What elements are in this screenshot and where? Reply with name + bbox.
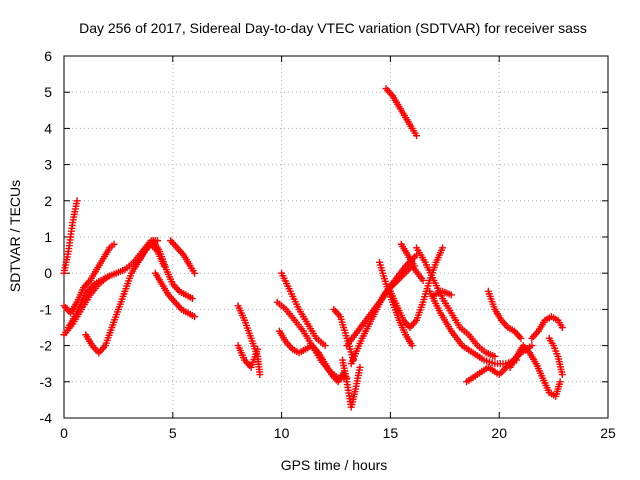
series-s15 (339, 356, 364, 411)
x-tick-labels: 0 5 10 15 20 25 (60, 425, 616, 441)
data-point (413, 132, 421, 140)
series-s26 (484, 287, 525, 342)
data-point (256, 371, 264, 379)
series-s6 (136, 237, 196, 303)
data-point (528, 342, 536, 350)
data-point (517, 334, 525, 342)
data-point (408, 342, 416, 350)
x-tick-label: 10 (274, 425, 290, 441)
y-tick-label: 0 (44, 265, 52, 281)
data-point (558, 324, 566, 331)
x-tick-label: 25 (600, 425, 616, 441)
data-point (356, 363, 364, 371)
x-axis-label: GPS time / hours (281, 457, 388, 473)
y-tick-label: 4 (44, 120, 52, 136)
series-s13 (278, 269, 329, 350)
series-s17 (347, 251, 421, 368)
data-point (491, 352, 499, 360)
y-tick-label: -1 (40, 301, 53, 317)
series-s22 (413, 244, 499, 360)
chart-title: Day 256 of 2017, Sidereal Day-to-day VTE… (79, 20, 587, 36)
y-tick-label: -4 (40, 410, 53, 426)
data-point (410, 262, 418, 270)
data-point (191, 313, 199, 321)
series-s2 (60, 240, 118, 317)
series-s29 (545, 334, 566, 379)
data-points (60, 85, 566, 411)
axis-ticks (63, 55, 609, 419)
x-tick-label: 15 (383, 425, 399, 441)
x-tick-label: 0 (60, 425, 68, 441)
data-point (104, 273, 112, 281)
y-tick-label: 5 (44, 84, 52, 100)
series-s27 (506, 342, 564, 400)
x-tick-label: 20 (491, 425, 507, 441)
series-s10 (234, 342, 262, 371)
series-s8 (167, 237, 199, 277)
data-point (110, 240, 118, 248)
y-tick-label: 2 (44, 193, 52, 209)
series-s21 (382, 85, 421, 140)
series-s20 (397, 240, 418, 270)
grid (64, 56, 608, 418)
series-s1 (60, 197, 81, 277)
y-tick-label: 6 (44, 48, 52, 64)
y-tick-label: 1 (44, 229, 52, 245)
data-point (321, 342, 329, 350)
series-s28 (528, 313, 566, 342)
data-point (558, 371, 566, 379)
series-s12 (275, 327, 349, 386)
data-point (439, 244, 447, 252)
x-tick-label: 5 (169, 425, 177, 441)
series-s5 (64, 273, 112, 331)
y-tick-label: -2 (40, 338, 53, 354)
data-point (191, 269, 199, 277)
data-point (188, 295, 196, 303)
data-point (254, 345, 262, 353)
y-tick-label: -3 (40, 374, 53, 390)
series-s24 (430, 287, 455, 299)
y-tick-labels: -4 -3 -2 -1 0 1 2 3 4 5 6 (40, 48, 53, 426)
y-axis-label: SDTVAR / TECUs (7, 180, 23, 292)
data-point (556, 378, 564, 386)
data-point (447, 291, 455, 299)
data-point (73, 197, 81, 205)
series-s4 (82, 240, 168, 357)
data-point (419, 276, 427, 284)
series-s7 (151, 269, 199, 321)
y-tick-label: 3 (44, 157, 52, 173)
